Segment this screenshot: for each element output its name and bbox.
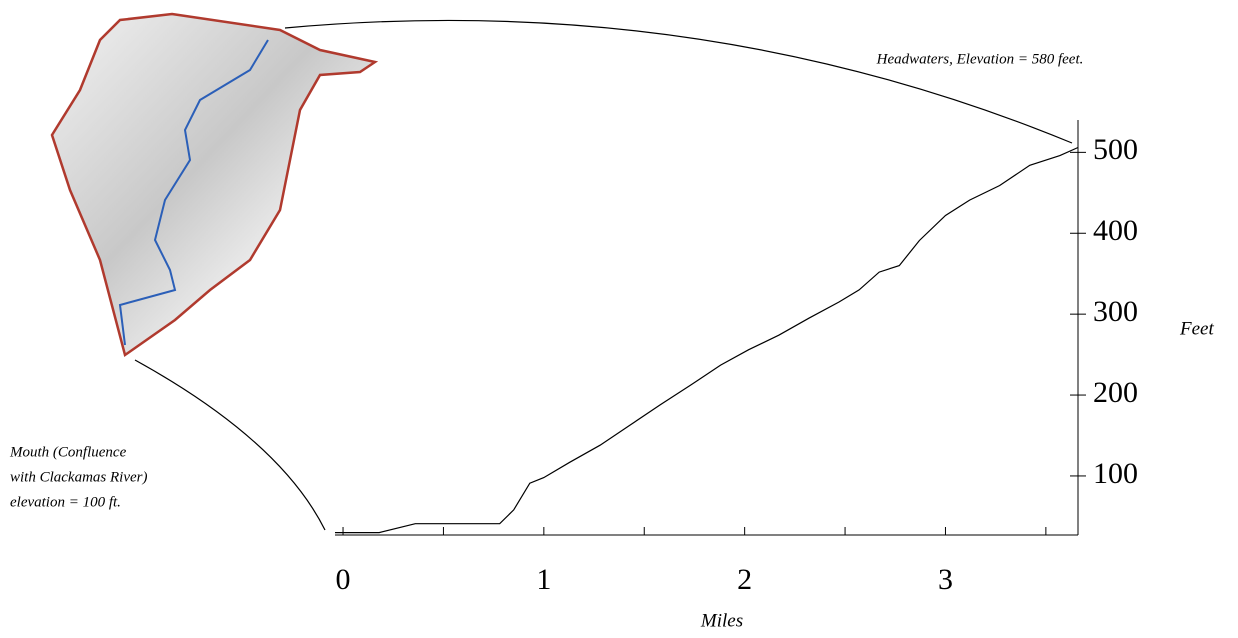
y-tick-label: 300 bbox=[1093, 295, 1138, 328]
x-tick-label: 2 bbox=[737, 563, 752, 596]
y-axis-label: Feet bbox=[1179, 318, 1214, 339]
annotation: with Clackamas River) bbox=[10, 469, 147, 485]
connector bbox=[134, 359, 326, 531]
x-tick-label: 3 bbox=[938, 563, 953, 596]
connector bbox=[284, 19, 1073, 144]
x-tick-label: 1 bbox=[536, 563, 551, 596]
watershed-map bbox=[50, 12, 379, 358]
annotation: Mouth (Confluence bbox=[9, 444, 127, 460]
x-axis-label: Miles bbox=[700, 610, 743, 631]
y-tick-label: 100 bbox=[1093, 457, 1138, 490]
x-tick-label: 0 bbox=[336, 563, 351, 596]
annotation: Headwaters, Elevation = 580 feet. bbox=[876, 51, 1084, 67]
y-tick-label: 400 bbox=[1093, 214, 1138, 247]
profile-line bbox=[335, 146, 1079, 534]
y-tick-label: 200 bbox=[1093, 376, 1138, 409]
y-tick-label: 500 bbox=[1093, 133, 1138, 166]
annotation: elevation = 100 ft. bbox=[10, 494, 121, 510]
